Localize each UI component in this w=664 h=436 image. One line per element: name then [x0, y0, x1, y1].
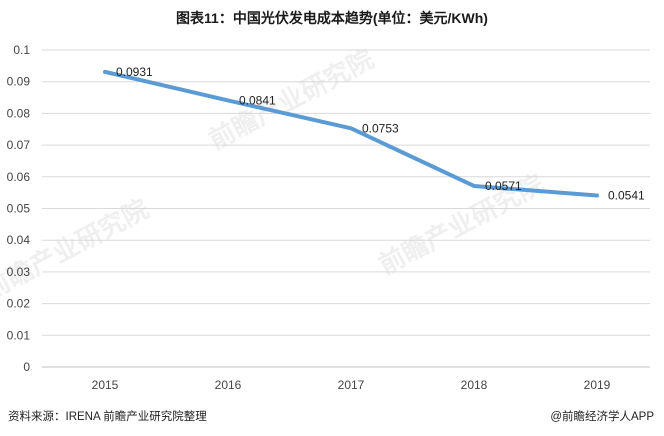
- data-label: 0.0541: [608, 189, 645, 203]
- y-tick-label: 0.07: [7, 138, 31, 152]
- data-label: 0.0931: [116, 65, 153, 79]
- x-axis-ticks: 2015 2016 2017 2018 2019: [92, 378, 611, 392]
- y-tick-label: 0.05: [7, 202, 31, 216]
- y-tick-label: 0.03: [7, 265, 31, 279]
- y-tick-label: 0.06: [7, 170, 31, 184]
- y-tick-label: 0.04: [7, 233, 31, 247]
- brand-note: @前瞻经济学人APP: [550, 411, 654, 423]
- data-label: 0.0571: [485, 179, 522, 193]
- y-axis-ticks: 0 0.01 0.02 0.03 0.04 0.05 0.06 0.07 0.08 0.09 0.1: [7, 43, 31, 374]
- chart-title: 图表11：中国光伏发电成本趋势(单位：美元/KWh): [176, 10, 488, 26]
- data-labels: 0.0931 0.0841 0.0753 0.0571 0.0541: [116, 65, 645, 203]
- y-tick-label: 0: [23, 360, 30, 374]
- data-label: 0.0841: [239, 93, 276, 107]
- y-tick-label: 0.09: [7, 75, 31, 89]
- series-line: [103, 69, 599, 198]
- y-tick-label: 0.1: [13, 43, 30, 57]
- watermark-layer: 前瞻产业研究院 前瞻产业研究院 前瞻产业研究院: [0, 43, 549, 306]
- source-note: 资料来源：IRENA 前瞻产业研究院整理: [8, 411, 207, 423]
- x-tick-label: 2019: [584, 378, 611, 392]
- y-tick-label: 0.02: [7, 297, 31, 311]
- x-tick-label: 2018: [461, 378, 488, 392]
- watermark-text: 前瞻产业研究院: [374, 168, 549, 281]
- x-tick-label: 2016: [215, 378, 242, 392]
- y-tick-label: 0.08: [7, 106, 31, 120]
- data-label: 0.0753: [362, 121, 399, 135]
- x-tick-label: 2017: [338, 378, 365, 392]
- grid-lines: [42, 49, 650, 368]
- y-tick-label: 0.01: [7, 328, 31, 342]
- x-tick-label: 2015: [92, 378, 119, 392]
